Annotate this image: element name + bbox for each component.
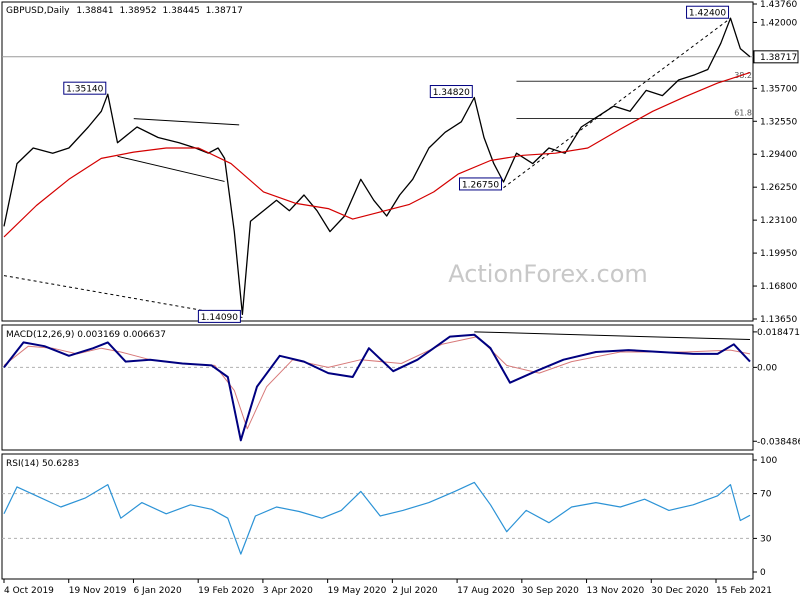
- peak-label: 1.42400: [689, 9, 726, 19]
- peak-label-box: [197, 309, 241, 323]
- macd-y-tick-label: 0.00: [757, 363, 777, 373]
- channel-lower-line: [117, 155, 225, 182]
- macd-y-tick-label: 0.018471: [757, 328, 800, 338]
- rsi-panel-frame: [1, 453, 754, 580]
- peak-label-box: [686, 5, 730, 19]
- price-y-tick-label: 1.23100: [760, 216, 797, 226]
- rsi-y-tick-label: 30: [760, 534, 772, 544]
- x-axis: 4 Oct 2019 19 Nov 2019 6 Jan 2020 19 Feb 20…: [3, 579, 772, 596]
- ohlc-close: 1.38717: [206, 6, 243, 16]
- x-tick-label: 13 Nov 2020: [587, 586, 645, 596]
- x-tick-label: 30 Sep 2020: [522, 586, 579, 596]
- macd-y-tick-label: -0.038486: [757, 437, 800, 447]
- price-series-line: [3, 17, 751, 316]
- price-y-tick-label: 1.19950: [760, 249, 797, 259]
- macd-panel-frame: [1, 324, 754, 451]
- watermark: ActionForex.com: [448, 260, 648, 288]
- channel-upper-line: [133, 118, 240, 126]
- rsi-y-axis: 100 70 30 0: [753, 456, 777, 578]
- price-y-tick-label: 1.26250: [760, 183, 797, 193]
- peak-label: 1.34820: [433, 88, 470, 98]
- rsi-line: [3, 481, 751, 555]
- x-tick-label: 2 Jul 2020: [392, 586, 437, 596]
- symbol-header: GBPUSD,Daily 1.38841 1.38952 1.38445 1.3…: [6, 6, 243, 16]
- price-y-tick-label: 1.38717: [760, 53, 797, 63]
- ohlc-low: 1.38445: [163, 6, 200, 16]
- price-panel-frame: [1, 1, 754, 322]
- x-tick-label: 19 Feb 2020: [198, 586, 254, 596]
- price-y-tick-label: 1.29400: [760, 150, 797, 160]
- rsi-legend: RSI(14) 50.6283: [6, 459, 79, 469]
- x-tick-label: 17 Aug 2020: [457, 586, 515, 596]
- x-tick-label: 19 Nov 2019: [69, 586, 127, 596]
- rsi-series-group: [2, 481, 753, 555]
- x-tick-label: 15 Feb 2021: [716, 586, 772, 596]
- x-tick-label: 6 Jan 2020: [133, 586, 181, 596]
- macd-series-group: [2, 331, 753, 442]
- rsi-y-tick-label: 0: [760, 568, 766, 578]
- x-tick-label: 19 May 2020: [328, 586, 387, 596]
- peak-label: 1.35140: [66, 85, 103, 95]
- macd-panel: 0.018471 0.00 -0.038486 MACD(12,26,9) 0.00…: [1, 324, 800, 451]
- x-tick-label: 3 Apr 2020: [263, 586, 313, 596]
- rsi-y-tick-label: 70: [760, 490, 772, 500]
- ohlc-high: 1.38952: [119, 6, 156, 16]
- rsi-y-tick-label: 100: [760, 456, 777, 466]
- timeframe-label: Daily: [47, 6, 70, 16]
- price-y-tick-label: 1.16800: [760, 282, 797, 292]
- peak-label-box: [429, 85, 473, 99]
- price-y-tick-label: 1.43760: [760, 0, 797, 10]
- price-series-group: 1.35140 1.14090 1.34820 1.26750 1.42400: [3, 5, 751, 323]
- moving-average-line: [3, 72, 751, 238]
- symbol-label: GBPUSD: [6, 6, 44, 16]
- current-price-box: [753, 50, 799, 64]
- macd-y-axis: 0.018471 0.00 -0.038486: [753, 328, 800, 447]
- peak-label: 1.26750: [462, 180, 499, 190]
- price-y-tick-label: 1.35700: [760, 84, 797, 94]
- price-panel: 38.2 61.8 1.35140 1.14090 1.34820 1.26750 1.4…: [1, 0, 799, 325]
- lower-dashed-trendline: [3, 275, 243, 318]
- price-y-axis: 1.43760 1.42000 1.38717 1.35700 1.32550 1.294…: [753, 0, 799, 325]
- price-y-tick-label: 1.32550: [760, 117, 797, 127]
- rsi-panel: 100 70 30 0 RSI(14) 50.6283: [1, 453, 777, 580]
- ohlc-open: 1.38841: [76, 6, 113, 16]
- fib-level-label: 38.2: [734, 71, 752, 80]
- price-y-tick-label: 1.42000: [760, 18, 797, 28]
- peak-label-box: [63, 81, 107, 95]
- price-levels: 38.2 61.8: [2, 17, 753, 318]
- macd-trendline: [474, 331, 751, 341]
- peak-label-box: [458, 177, 502, 191]
- price-y-tick-label: 1.13650: [760, 315, 797, 325]
- macd-line: [3, 333, 751, 442]
- x-tick-label: 4 Oct 2019: [4, 586, 54, 596]
- x-tick-label: 30 Dec 2020: [651, 586, 709, 596]
- macd-legend: MACD(12,26,9) 0.003169 0.006637: [6, 330, 166, 340]
- rising-dashed-trendline: [503, 17, 731, 189]
- fib-level-label: 61.8: [734, 109, 752, 118]
- peak-label: 1.14090: [201, 313, 238, 323]
